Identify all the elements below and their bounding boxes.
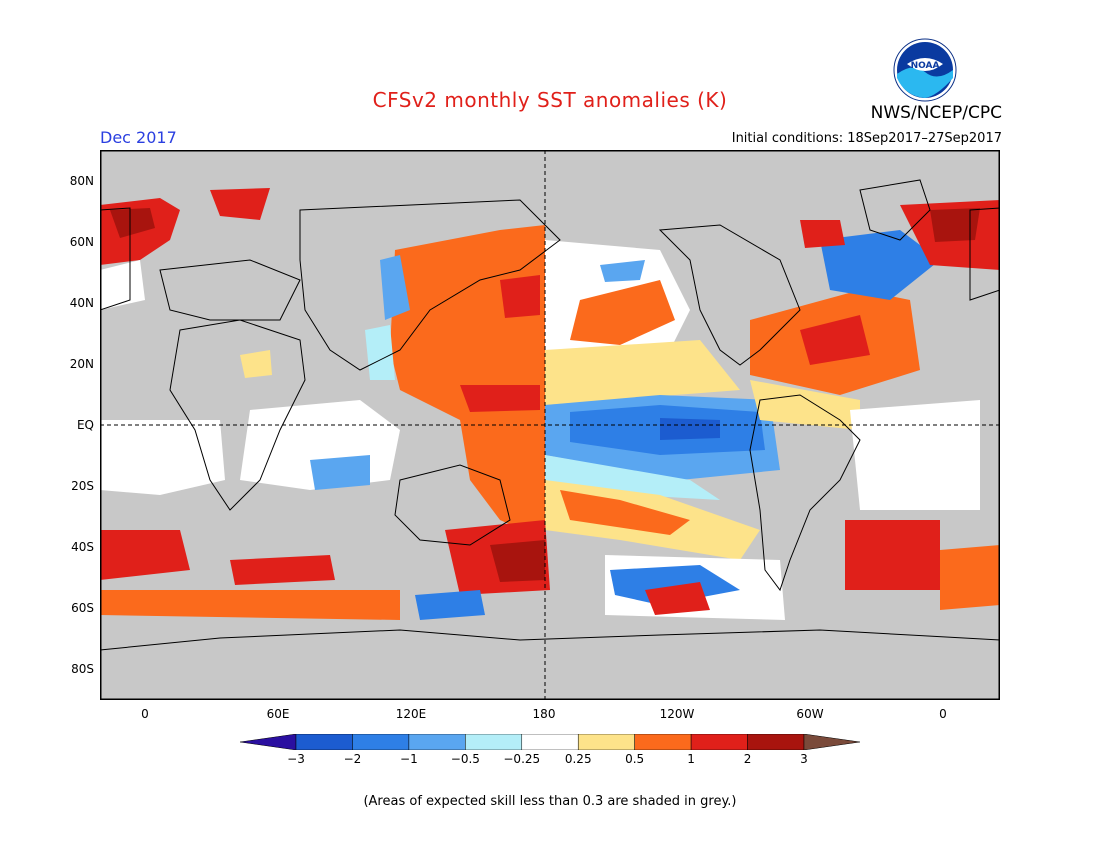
anomaly-patch <box>110 208 155 238</box>
lat-label-80s: 80S <box>71 662 94 676</box>
noaa-logo-text: NOAA <box>911 61 940 71</box>
colorbar-tick-label: 1 <box>687 752 695 766</box>
colorbar-tick-label: 0.5 <box>625 752 645 766</box>
colorbar-cell <box>295 734 353 750</box>
colorbar-cell <box>634 734 692 750</box>
colorbar-cell-below-min <box>240 734 297 750</box>
colorbar-cell <box>408 734 466 750</box>
anomaly-patch <box>750 380 860 430</box>
lon-label-60w: 60W <box>796 707 824 721</box>
lon-label-0-east: 0 <box>939 707 947 721</box>
lat-label-40n: 40N <box>69 296 94 310</box>
anomaly-patch <box>610 565 740 605</box>
forecast-month: Dec 2017 <box>100 128 177 147</box>
colorbar-tick-label: −0.5 <box>450 752 480 766</box>
colorbar-tick-label: 0.25 <box>564 752 592 766</box>
colorbar-tick-label: 3 <box>800 752 808 766</box>
anomaly-patch <box>490 540 545 582</box>
anomaly-patch <box>365 325 395 380</box>
anomaly-patch <box>500 275 540 318</box>
sst-anomaly-map <box>100 150 1000 700</box>
anomaly-patch <box>560 490 690 535</box>
anomaly-patch <box>460 385 540 412</box>
anomaly-patch <box>240 350 272 378</box>
anomaly-patch <box>800 220 845 248</box>
anomaly-patch <box>570 280 675 345</box>
colorbar-tick-label: −0.25 <box>503 752 541 766</box>
lat-label-eq: EQ <box>76 418 94 432</box>
colorbar-tick-label: −3 <box>287 752 305 766</box>
lat-label-60s: 60S <box>71 601 94 615</box>
colorbar-cell <box>690 734 748 750</box>
anomaly-patch <box>660 418 720 440</box>
map-frame <box>100 150 1000 700</box>
colorbar-tick-label: 2 <box>743 752 752 766</box>
skill-footnote: (Areas of expected skill less than 0.3 a… <box>363 794 737 809</box>
anomaly-patch <box>310 455 370 490</box>
colorbar-cell-above-max <box>803 734 860 750</box>
anomaly-patch <box>230 555 335 585</box>
colorbar-cell <box>352 734 410 750</box>
anomaly-patch <box>460 420 545 540</box>
anomaly-patch <box>545 340 740 405</box>
agency-label: NWS/NCEP/CPC <box>870 103 1002 123</box>
anomaly-patch <box>820 230 940 300</box>
chart-title: CFSv2 monthly SST anomalies (K) <box>372 88 728 112</box>
lon-label-0: 0 <box>141 707 149 721</box>
colorbar-cell <box>465 734 523 750</box>
initial-conditions: Initial conditions: 18Sep2017–27Sep2017 <box>731 131 1002 146</box>
lon-label-120e: 120E <box>395 707 427 721</box>
anomaly-patch <box>800 315 870 365</box>
colorbar-cell <box>577 734 635 750</box>
lat-label-60n: 60N <box>69 235 94 249</box>
anomaly-patch <box>100 530 190 580</box>
noaa-logo: NOAA <box>893 38 957 102</box>
anomaly-patch <box>380 255 410 320</box>
lon-label-180: 180 <box>532 707 556 721</box>
anomaly-patch <box>210 188 270 220</box>
colorbar-tick-label: −2 <box>343 752 362 766</box>
lat-label-20s: 20S <box>71 479 94 493</box>
anomaly-patch <box>845 520 940 590</box>
colorbar-cell <box>747 734 805 750</box>
lat-label-20n: 20N <box>69 357 94 371</box>
colorbar-cell <box>521 734 579 750</box>
anomaly-patch <box>645 582 710 615</box>
ocean-neutral <box>850 400 980 510</box>
colorbar <box>240 734 860 750</box>
anomaly-patch <box>940 545 1000 610</box>
lat-label-40s: 40S <box>71 540 94 554</box>
anomaly-patch <box>415 590 485 620</box>
ocean-neutral <box>100 420 225 495</box>
lon-label-60e: 60E <box>266 707 290 721</box>
lon-label-120w: 120W <box>659 707 695 721</box>
anomaly-patch <box>600 260 645 282</box>
anomaly-patch <box>100 590 400 620</box>
coastlines <box>100 179 1000 651</box>
anomaly-patch <box>100 260 145 310</box>
colorbar-tick-label: −1 <box>400 752 418 766</box>
anomaly-patch <box>930 208 980 242</box>
lat-label-80n: 80N <box>69 174 94 188</box>
